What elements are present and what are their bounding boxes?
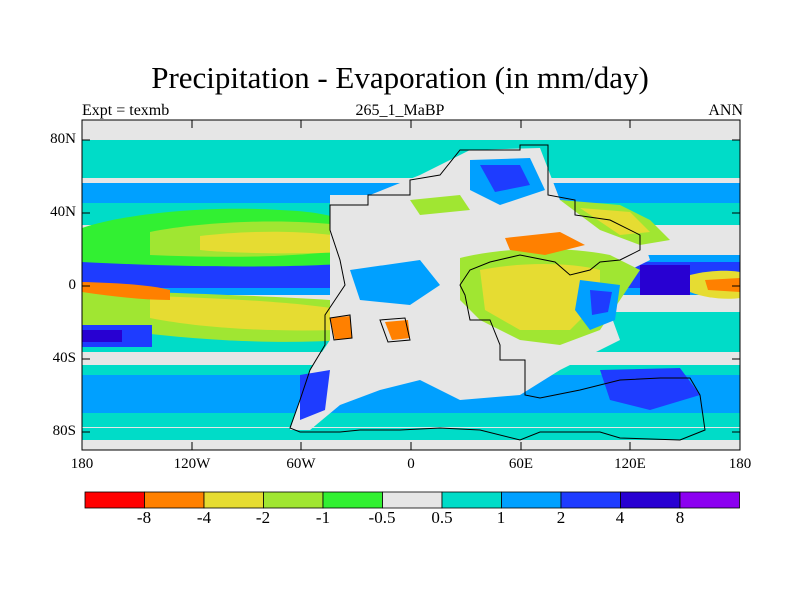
x-tick-label: 180 <box>70 456 94 472</box>
colorbar-swatch <box>441 491 502 509</box>
coastline-island-2 <box>329 314 353 341</box>
x-tick-label: 60E <box>508 456 534 472</box>
chart-title: Precipitation - Evaporation (in mm/day) <box>151 60 649 95</box>
colorbar-swatch <box>203 491 264 509</box>
dry-zone-east-equator-core <box>705 278 740 292</box>
wet-zone-south-land <box>300 370 330 420</box>
colorbar-label: -2 <box>255 508 271 527</box>
colorbar-label: -8 <box>136 508 152 527</box>
dry-zone-asia-core <box>580 208 650 235</box>
colorbar-label: -0.5 <box>368 508 396 527</box>
colorbar-swatch <box>382 491 443 509</box>
dry-zone-north-pacific-core <box>200 231 350 254</box>
subtitle-center: 265_1_MaBP <box>355 102 445 119</box>
colorbar-swatch <box>679 491 740 509</box>
y-tick-label: 40S <box>52 350 76 366</box>
coastlines <box>289 144 706 441</box>
x-tick-label: 180 <box>728 456 752 472</box>
dry-zone-land-orange <box>505 232 585 255</box>
axis-ticks <box>81 120 741 450</box>
dry-zone-south-pacific-core <box>82 282 170 300</box>
dry-patch-south-2 <box>330 316 352 340</box>
colorbar-label: 2 <box>556 508 566 527</box>
dry-zone-land-north-core <box>480 264 600 330</box>
teal-band-north <box>82 140 740 178</box>
darkblue-east-equator <box>640 265 690 295</box>
colorbar-label: -4 <box>196 508 212 527</box>
dry-patch-south <box>385 320 410 340</box>
x-tick-label: 120E <box>614 456 646 472</box>
dry-strip-north <box>410 195 470 215</box>
coastline-main <box>289 144 706 441</box>
colorbar-swatch <box>501 491 562 509</box>
colorbar-label: 1 <box>496 508 506 527</box>
colorbar-label: 4 <box>615 508 625 527</box>
y-tick-label: 0 <box>68 277 77 293</box>
colorbar-swatch <box>84 491 145 509</box>
colorbar-label: 8 <box>675 508 685 527</box>
y-tick-label: 80S <box>52 423 76 439</box>
colorbar-swatch <box>560 491 621 509</box>
wet-zone-land-darkblue <box>590 290 612 315</box>
colorbar-label: -1 <box>315 508 331 527</box>
colorbar-swatch <box>620 491 681 509</box>
subtitle-right: ANN <box>708 102 743 119</box>
teal-band-polar <box>82 428 740 440</box>
colorbar-swatch <box>144 491 205 509</box>
colorbar <box>84 491 740 509</box>
coastline-island <box>379 317 411 343</box>
x-tick-label: 120W <box>173 456 211 472</box>
subtitle-left: Expt = texmb <box>82 102 170 119</box>
y-tick-label: 80N <box>50 131 76 147</box>
wet-zone-north-land-dark <box>480 165 530 192</box>
darkblue-west-equator-core <box>82 330 122 342</box>
contour-field <box>82 120 740 450</box>
colorbar-swatch <box>263 491 324 509</box>
x-tick-label: 60W <box>286 456 316 472</box>
dry-zone-south-pacific-inner <box>150 296 335 331</box>
colorbar-label: 0.5 <box>431 508 453 527</box>
wet-zone-central <box>350 260 440 305</box>
y-tick-label: 40N <box>50 204 76 220</box>
x-tick-label: 0 <box>407 456 415 472</box>
colorbar-swatch <box>322 491 383 509</box>
